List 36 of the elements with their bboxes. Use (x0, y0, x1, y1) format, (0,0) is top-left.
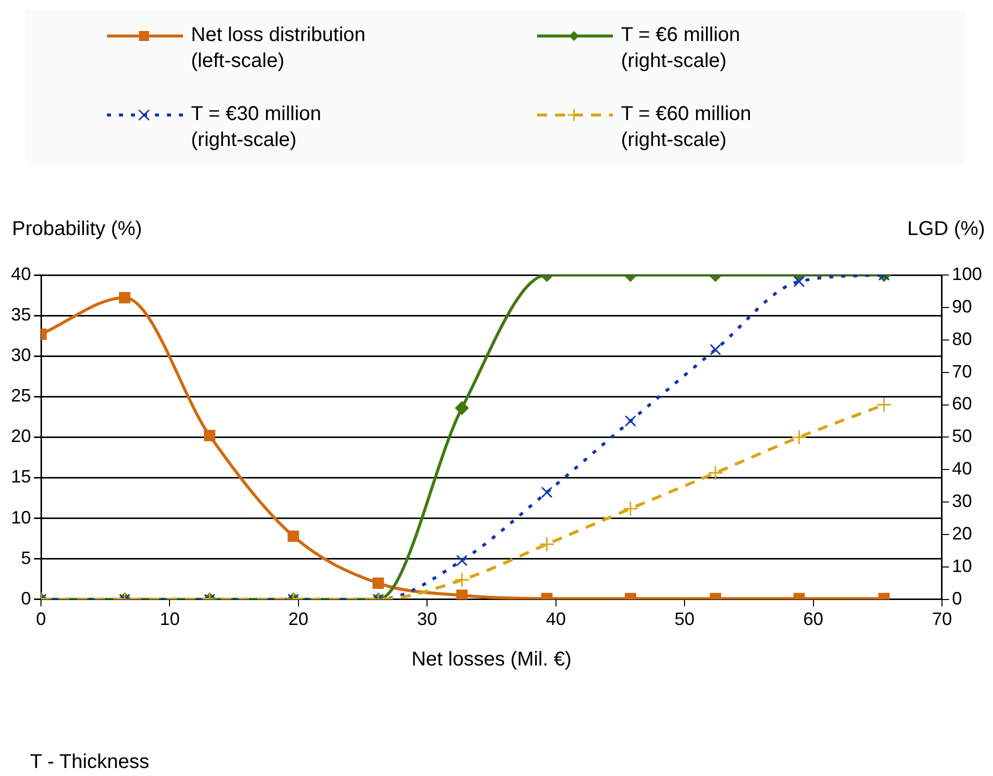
x-tick-label: 60 (803, 609, 824, 630)
y-tick-label: 10 (10, 507, 32, 528)
y-tick-label: 35 (10, 304, 32, 325)
y-tick-label: 5 (21, 548, 32, 568)
y-tick-label: 40 (10, 264, 32, 284)
y2-tick-label: 30 (952, 491, 972, 512)
y2-tick-label: 60 (952, 394, 972, 414)
y2-axis-title: LGD (%) (907, 218, 985, 240)
y-tick-label: 30 (10, 345, 32, 366)
x-tick-label: 20 (288, 609, 308, 630)
y2-tick-label: 100 (952, 264, 982, 284)
x-tick-label: 10 (160, 609, 180, 630)
y2-tick-label: 20 (952, 523, 972, 544)
x-tick-label: 30 (417, 609, 438, 630)
x-tick-label: 40 (546, 609, 566, 630)
y2-tick-label: 80 (952, 328, 972, 349)
y-tick-label: 15 (10, 466, 32, 487)
y2-tick-label: 50 (952, 426, 972, 446)
x-axis-title: Net losses (Mil. €) (411, 648, 572, 671)
legend-label: Net loss distribution (left-scale) (191, 24, 366, 72)
y2-tick-label: 40 (952, 458, 972, 479)
x-tick-label: 50 (674, 609, 695, 630)
y-tick-label: 25 (10, 386, 32, 406)
x-tick-label: 0 (36, 609, 46, 630)
text: T - Thickness (30, 751, 150, 773)
y-axis-title: Probability (%) (12, 218, 142, 240)
legend-label: T = €6 million (right-scale) (621, 24, 740, 72)
y2-tick-label: 0 (952, 588, 962, 608)
y-tick-label: 0 (21, 588, 32, 608)
legend-label: T = €30 million (right-scale) (191, 102, 322, 150)
y2-tick-label: 10 (952, 556, 972, 576)
x-tick-label: 70 (932, 609, 952, 630)
legend-label: T = €60 million (right-scale) (621, 102, 752, 150)
y-tick-label: 20 (10, 426, 32, 446)
y2-tick-label: 70 (952, 361, 972, 382)
y2-tick-label: 90 (952, 296, 972, 316)
